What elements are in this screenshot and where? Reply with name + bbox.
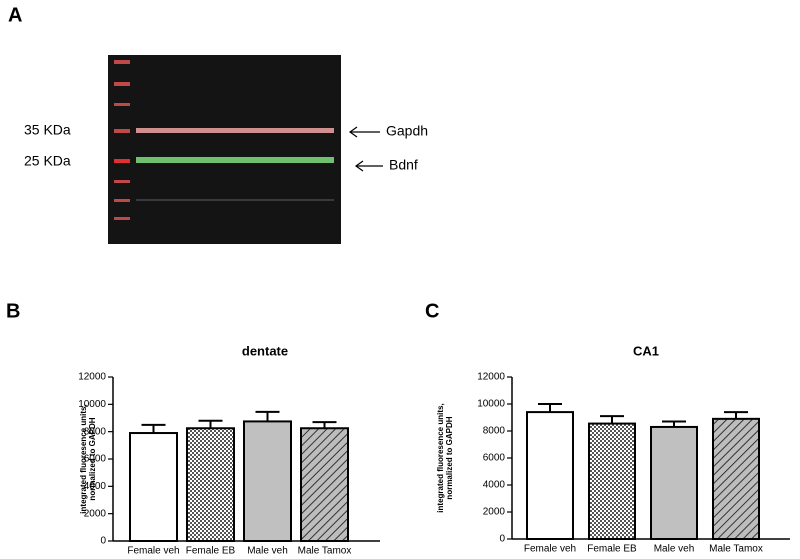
band-label: Gapdh [386, 123, 428, 139]
y-tick-label: 8000 [84, 426, 107, 437]
bar [650, 425, 698, 541]
x-tick-label: Male Tamox [709, 544, 763, 555]
x-tick-label: Male Tamox [298, 546, 352, 557]
y-tick-label: 2000 [84, 508, 107, 519]
bar [712, 417, 760, 541]
y-tick-label: 0 [499, 534, 505, 545]
band-label: Bdnf [389, 157, 418, 173]
x-tick-label: Male veh [247, 546, 288, 557]
bar [588, 422, 636, 541]
x-tick-label: Female veh [524, 544, 576, 555]
arrows [348, 126, 383, 172]
panel-label: A [8, 4, 22, 26]
x-tick-label: Female EB [587, 544, 637, 555]
bar [243, 420, 292, 542]
x-tick-label: Male veh [654, 544, 695, 555]
panel-label: C [425, 300, 439, 322]
y-axis-label: normalized to GAPDH [88, 417, 97, 500]
bar [186, 427, 235, 542]
y-tick-label: 12000 [477, 372, 505, 383]
bar [129, 432, 178, 542]
y-tick-label: 4000 [483, 480, 506, 491]
y-tick-label: 0 [100, 536, 106, 547]
x-tick-label: Female EB [186, 546, 236, 557]
y-tick-label: 10000 [477, 399, 505, 410]
bar [526, 411, 574, 541]
x-tick-label: Female veh [127, 546, 179, 557]
y-axis-label: integrated fluoresence units, [79, 404, 88, 513]
marker-label: 25 KDa [24, 153, 71, 169]
y-tick-label: 6000 [84, 454, 107, 465]
panel-label: B [6, 300, 20, 322]
bar [300, 427, 349, 542]
y-axis-label: integrated fluoresence units, [436, 403, 445, 512]
blot-image [108, 55, 341, 244]
y-tick-label: 8000 [483, 426, 506, 437]
y-tick-label: 10000 [78, 399, 106, 410]
chart-title: CA1 [633, 343, 659, 358]
y-tick-label: 4000 [84, 481, 107, 492]
chart-title: dentate [242, 343, 288, 358]
y-tick-label: 2000 [483, 507, 506, 518]
marker-label: 35 KDa [24, 122, 71, 138]
y-tick-label: 12000 [78, 372, 106, 383]
y-axis-label: normalized to GAPDH [445, 416, 454, 499]
y-tick-label: 6000 [483, 453, 506, 464]
